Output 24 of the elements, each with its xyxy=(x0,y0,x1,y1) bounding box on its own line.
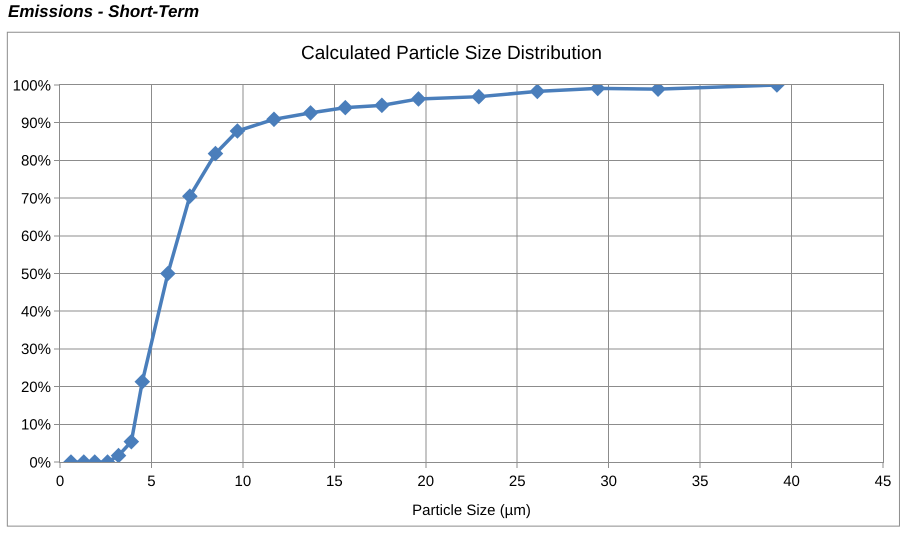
x-tick-label: 0 xyxy=(56,473,64,490)
x-tick-label: 45 xyxy=(874,473,892,490)
x-tick-label: 15 xyxy=(326,473,343,490)
y-tick-label: 100% xyxy=(12,77,51,94)
x-tick-label: 30 xyxy=(600,473,618,490)
x-tick-label: 25 xyxy=(508,473,526,490)
y-tick-label: 60% xyxy=(20,228,51,246)
y-tick-label: 30% xyxy=(20,341,51,358)
y-tick-label: 40% xyxy=(20,303,51,320)
text: Emissions - Short-Term xyxy=(8,2,200,21)
y-tick-label: 10% xyxy=(20,416,51,434)
x-tick-label: 20 xyxy=(417,473,434,490)
y-tick-label: 70% xyxy=(20,190,51,208)
x-axis-title: Particle Size (µm) xyxy=(412,502,531,519)
x-tick-label: 40 xyxy=(783,473,800,490)
y-tick-label: 80% xyxy=(20,152,51,170)
x-tick-label: 5 xyxy=(147,473,156,490)
y-tick-label: 20% xyxy=(20,378,51,396)
chart-title: Calculated Particle Size Distribution xyxy=(301,42,602,64)
y-tick-label: 0% xyxy=(29,454,51,472)
y-tick-label: 50% xyxy=(20,266,51,283)
x-tick-label: 10 xyxy=(234,473,252,490)
x-tick-label: 35 xyxy=(692,473,708,490)
y-tick-label: 90% xyxy=(20,114,51,132)
